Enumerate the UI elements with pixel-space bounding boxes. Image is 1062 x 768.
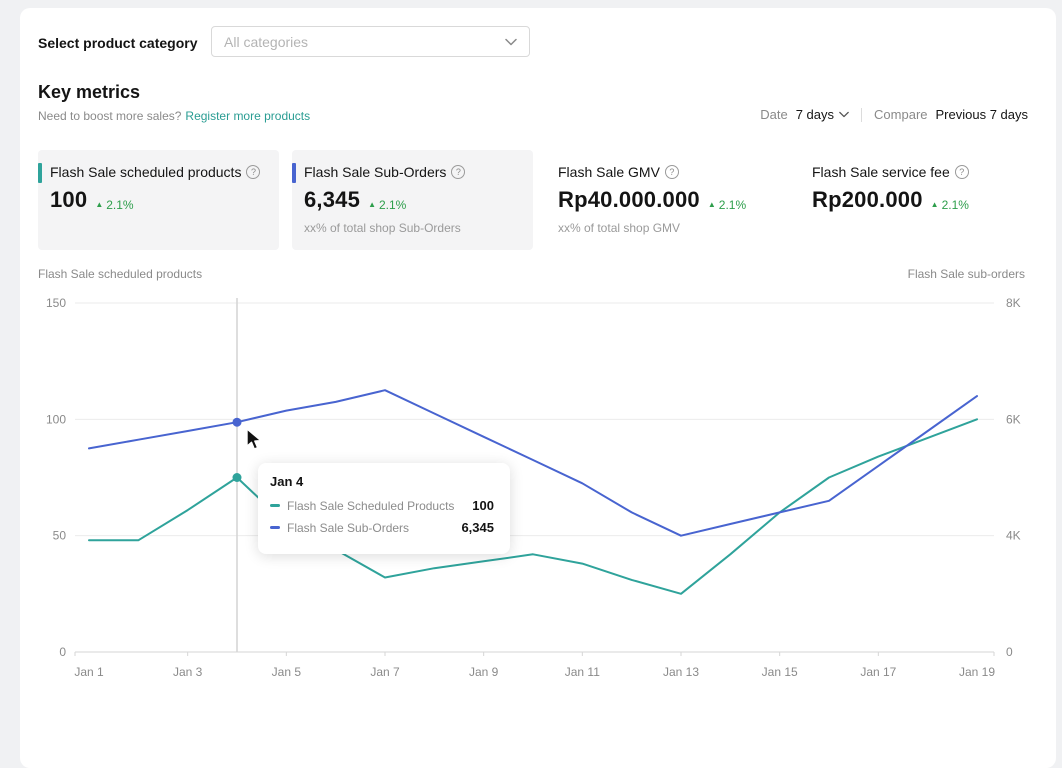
- teal-accent-bar: [38, 163, 42, 183]
- left-axis-title: Flash Sale scheduled products: [38, 267, 203, 281]
- up-arrow-icon: ▲: [368, 200, 376, 209]
- up-arrow-icon: ▲: [707, 200, 716, 209]
- series-line-left[interactable]: [88, 418, 978, 595]
- metric-note: xx% of total shop Sub-Orders: [304, 221, 461, 235]
- metric-note: xx% of total shop GMV: [558, 221, 681, 235]
- date-label: Date: [760, 107, 788, 122]
- question-circle-icon[interactable]: ?: [954, 165, 969, 179]
- x-axis-label: Jan 17: [860, 665, 896, 679]
- highlight-dot: [232, 473, 242, 482]
- boost-sales-text: Need to boost more sales?: [38, 109, 182, 123]
- tooltip-series-value: 6,345: [461, 520, 494, 535]
- register-more-products-link[interactable]: Register more products: [185, 109, 311, 123]
- date-controls: Date 7 days Compare Previous 7 days: [760, 107, 1028, 122]
- metric-value: 100: [50, 187, 88, 212]
- metric-value: Rp200.000: [812, 187, 923, 212]
- metric-title: Flash Sale scheduled products: [50, 164, 242, 180]
- tooltip-series-value: 100: [472, 498, 494, 513]
- metric-title: Flash Sale Sub-Orders: [304, 164, 447, 180]
- right-axis-tick-label: 8K: [1006, 296, 1021, 310]
- highlight-dot: [232, 417, 242, 427]
- key-metrics-panel: Select product category All categories K…: [20, 8, 1056, 768]
- blue-series-dash-icon: [270, 526, 280, 529]
- compare-period-select[interactable]: Previous 7 days: [936, 107, 1029, 122]
- x-axis-label: Jan 11: [565, 665, 600, 679]
- teal-series-dash-icon: [270, 504, 280, 507]
- compare-period-value: Previous 7 days: [935, 107, 1029, 122]
- left-axis-tick-label: 100: [46, 412, 66, 426]
- metric-card-scheduled-products[interactable]: Flash Sale scheduled products ? 100 ▲ 2.1…: [38, 150, 279, 250]
- right-axis-tick-label: 0: [1006, 645, 1013, 659]
- x-axis-label: Jan 1: [74, 665, 104, 679]
- chart-tooltip: Jan 4 Flash Sale Scheduled Products 100 …: [258, 463, 510, 554]
- category-select[interactable]: All categories: [211, 26, 530, 57]
- metric-card-service-fee[interactable]: Flash Sale service fee ? Rp200.000 ▲ 2.1%: [800, 150, 1041, 250]
- series-line-right[interactable]: [88, 389, 978, 537]
- product-category-label: Select product category: [38, 35, 198, 51]
- x-axis-label: Jan 3: [173, 665, 203, 679]
- right-axis-tick-label: 4K: [1006, 529, 1021, 543]
- metric-title: Flash Sale GMV: [558, 164, 660, 180]
- metric-delta: 2.1%: [378, 197, 407, 212]
- date-range-value: 7 days: [795, 107, 835, 122]
- metric-card-gmv[interactable]: Flash Sale GMV ? Rp40.000.000 ▲ 2.1% xx% …: [546, 150, 787, 250]
- question-circle-icon[interactable]: ?: [664, 165, 679, 179]
- blue-accent-bar: [292, 163, 296, 183]
- line-chart[interactable]: 0 0 50 4K 100 6K 150 8K Jan 1 Jan 3 Jan 5 Jan 7 Jan …: [20, 290, 1056, 710]
- metric-card-sub-orders[interactable]: Flash Sale Sub-Orders ? 6,345 ▲ 2.1% xx% …: [292, 150, 533, 250]
- left-axis-tick-label: 0: [59, 645, 66, 659]
- metric-delta: 2.1%: [718, 197, 747, 212]
- up-arrow-icon: ▲: [95, 200, 104, 209]
- metric-value: Rp40.000.000: [558, 187, 700, 212]
- compare-label: Compare: [874, 107, 928, 122]
- left-axis-tick-label: 50: [53, 529, 67, 543]
- question-circle-icon[interactable]: ?: [451, 165, 466, 179]
- tooltip-date: Jan 4: [270, 474, 304, 489]
- date-range-select[interactable]: 7 days: [796, 107, 849, 122]
- x-axis-label: Jan 13: [663, 665, 699, 679]
- metric-title: Flash Sale service fee: [812, 164, 950, 180]
- category-select-placeholder: All categories: [224, 33, 309, 50]
- tooltip-series-label: Flash Sale Sub-Orders: [287, 520, 410, 535]
- metric-cards-row: Flash Sale scheduled products ? 100 ▲ 2.1…: [38, 150, 1041, 250]
- question-circle-icon[interactable]: ?: [246, 165, 261, 179]
- chevron-down-icon: [839, 111, 849, 118]
- metric-delta: 2.1%: [941, 197, 969, 212]
- x-axis-label: Jan 9: [469, 665, 499, 679]
- x-axis-label: Jan 15: [762, 665, 798, 679]
- left-axis-tick-label: 150: [46, 296, 66, 310]
- x-axis-label: Jan 19: [959, 665, 995, 679]
- right-axis-tick-label: 6K: [1006, 412, 1021, 426]
- x-axis-label: Jan 7: [370, 665, 400, 679]
- up-arrow-icon: ▲: [930, 200, 939, 209]
- right-axis-title: Flash Sale sub-orders: [907, 267, 1025, 281]
- divider: [861, 107, 863, 122]
- metric-value: 6,345: [304, 187, 361, 212]
- chevron-down-icon: [505, 38, 517, 45]
- tooltip-row: Flash Sale Sub-Orders 6,345: [270, 520, 494, 535]
- tooltip-series-label: Flash Sale Scheduled Products: [287, 498, 455, 513]
- page-title: Key metrics: [38, 82, 141, 102]
- tooltip-row: Flash Sale Scheduled Products 100: [270, 498, 494, 513]
- x-axis-label: Jan 5: [272, 665, 302, 679]
- metric-delta: 2.1%: [106, 197, 134, 212]
